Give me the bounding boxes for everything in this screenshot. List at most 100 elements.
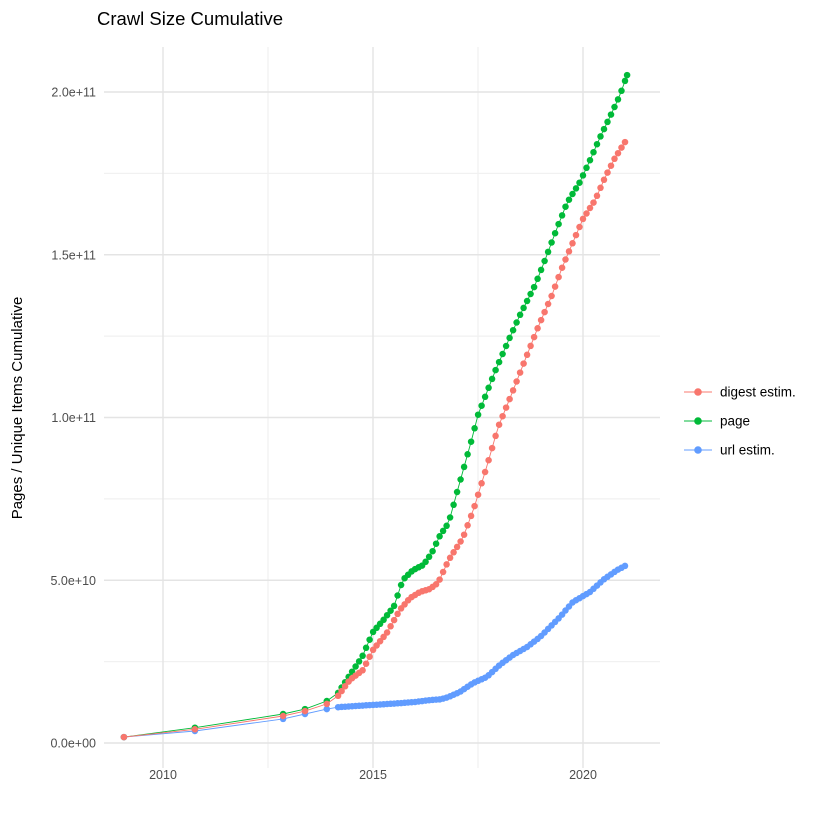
- data-point: [604, 169, 611, 176]
- data-point: [509, 326, 517, 334]
- data-point: [383, 629, 391, 636]
- data-point: [506, 395, 513, 403]
- data-point: [583, 210, 590, 217]
- data-point: [467, 438, 475, 445]
- data-point: [590, 199, 597, 206]
- data-point: [623, 71, 631, 79]
- data-point: [537, 266, 545, 274]
- legend-key-point: [694, 417, 702, 425]
- data-point: [558, 212, 566, 219]
- y-axis-tick-labels: 0.0e+00 5.0e+10 1.0e+11 1.5e+11 2.0e+11: [50, 86, 96, 751]
- data-point: [544, 300, 552, 308]
- data-point: [586, 204, 594, 212]
- data-point: [432, 540, 440, 547]
- data-point: [614, 149, 622, 157]
- data-point: [474, 491, 482, 498]
- data-point: [548, 292, 555, 300]
- data-point: [516, 311, 524, 319]
- data-point: [495, 421, 503, 428]
- data-point: [555, 220, 562, 228]
- data-point: [569, 240, 576, 247]
- data-point: [450, 549, 457, 556]
- x-tick-label: 2010: [149, 768, 177, 782]
- legend-item-url-estim: url estim.: [684, 443, 775, 458]
- data-point: [301, 707, 309, 715]
- x-tick-label: 2015: [359, 768, 387, 782]
- data-point: [478, 480, 485, 487]
- data-point: [516, 369, 524, 376]
- data-point: [464, 522, 471, 529]
- y-tick-label: 2.0e+11: [51, 86, 96, 100]
- data-point: [611, 155, 618, 163]
- data-point: [376, 637, 384, 645]
- y-axis-title: Pages / Unique Items Cumulative: [9, 297, 26, 520]
- data-point: [520, 304, 527, 312]
- x-axis-tick-labels: 2010 2015 2020: [149, 768, 597, 782]
- legend-item-label: page: [720, 414, 750, 429]
- data-point: [390, 602, 398, 610]
- data-point: [380, 616, 387, 624]
- data-point: [593, 192, 601, 200]
- data-point: [323, 705, 331, 713]
- data-point: [495, 358, 503, 366]
- data-point: [523, 351, 531, 359]
- data-point: [457, 538, 464, 545]
- data-point: [478, 402, 485, 409]
- data-point: [541, 257, 548, 265]
- data-point: [366, 636, 373, 643]
- legend-item-label: url estim.: [720, 443, 775, 458]
- data-point: [502, 404, 510, 411]
- data-point: [359, 652, 366, 660]
- data-point: [555, 273, 562, 281]
- data-point: [436, 576, 443, 583]
- data-point: [548, 239, 555, 246]
- gridlines-minor: [104, 47, 660, 768]
- x-tick-label: 2020: [569, 768, 597, 782]
- y-tick-label: 1.5e+11: [51, 248, 96, 262]
- data-point: [383, 611, 391, 619]
- data-point: [523, 297, 531, 305]
- chart-title: Crawl Size Cumulative: [97, 8, 283, 29]
- gridlines-major: [104, 47, 660, 768]
- data-point: [597, 133, 604, 140]
- data-point: [614, 96, 622, 103]
- data-point: [618, 144, 625, 151]
- data-point: [590, 148, 597, 156]
- data-point: [499, 412, 506, 420]
- data-point: [366, 653, 373, 660]
- data-point: [394, 592, 401, 599]
- data-point: [450, 501, 457, 509]
- data-point: [600, 125, 608, 133]
- data-point: [429, 547, 436, 555]
- data-point: [464, 451, 471, 458]
- data-point: [607, 111, 615, 118]
- series-line-digest-estim: [123, 141, 626, 738]
- data-point: [352, 663, 359, 670]
- data-point: [513, 319, 520, 326]
- data-point: [460, 531, 468, 538]
- data-point: [593, 140, 601, 148]
- data-point: [460, 463, 468, 471]
- data-point: [457, 476, 464, 483]
- data-point: [481, 393, 489, 401]
- data-point: [611, 103, 618, 111]
- data-point: [485, 384, 492, 392]
- data-point: [551, 229, 559, 237]
- data-point: [443, 522, 450, 530]
- data-point: [502, 342, 510, 350]
- data-point: [355, 658, 363, 665]
- data-point: [279, 712, 287, 720]
- data-point: [509, 387, 517, 394]
- data-point: [506, 334, 513, 342]
- data-point: [338, 687, 345, 695]
- data-point: [579, 215, 587, 223]
- data-point: [474, 411, 482, 418]
- data-point: [467, 512, 475, 520]
- legend-item-digest-estim: digest estim.: [684, 385, 796, 400]
- data-point: [436, 533, 443, 540]
- data-point: [394, 610, 401, 618]
- data-point: [492, 432, 499, 440]
- y-tick-label: 0.0e+00: [50, 737, 96, 751]
